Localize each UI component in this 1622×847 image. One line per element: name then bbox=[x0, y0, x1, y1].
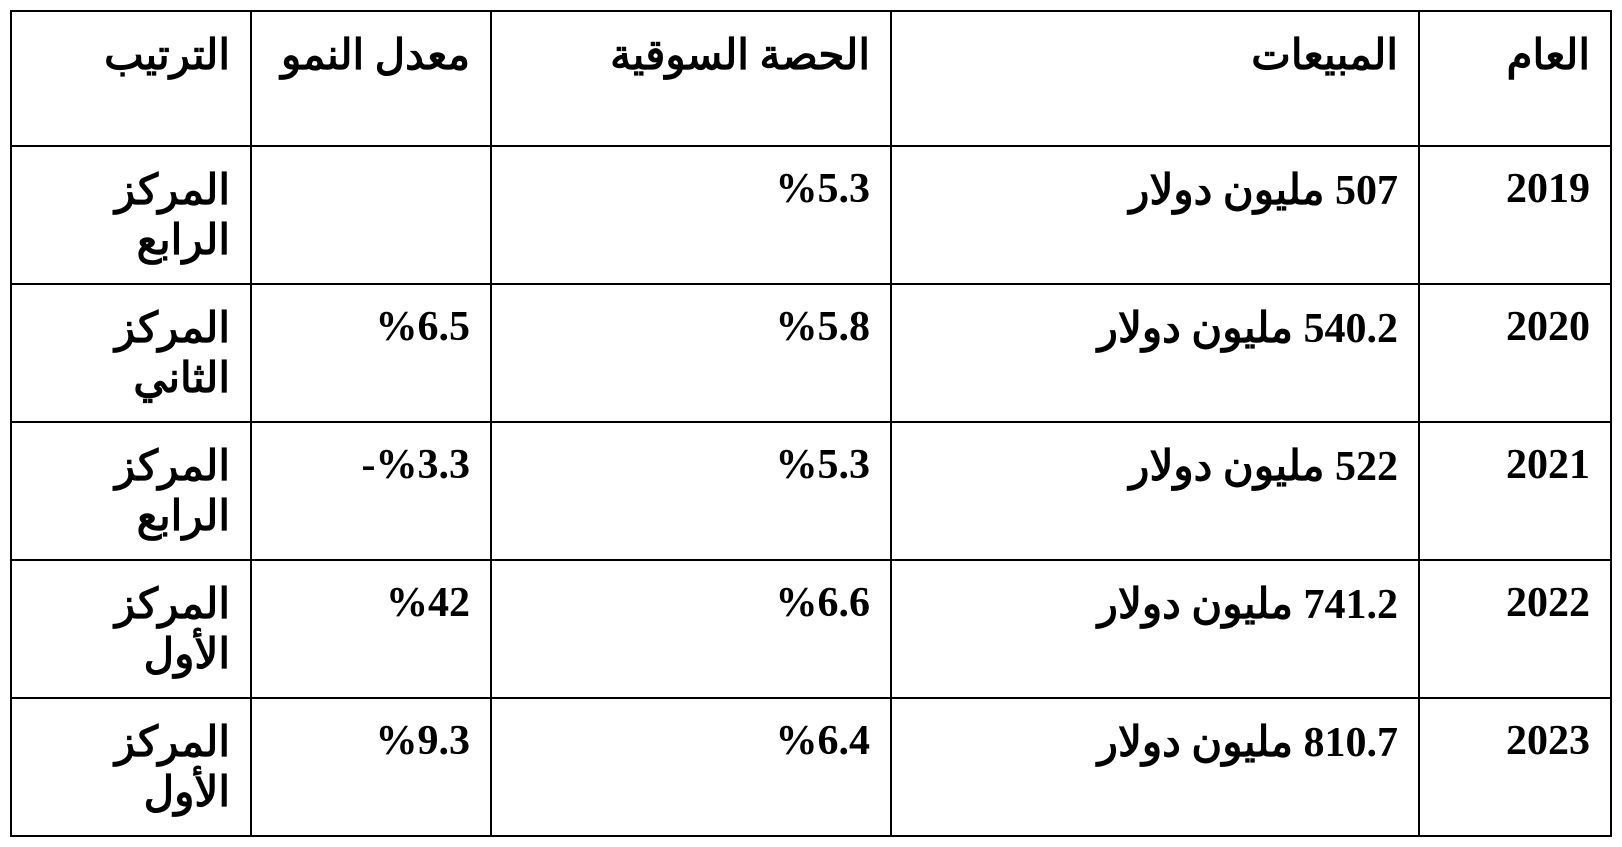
cell-market-share: %5.3 bbox=[491, 422, 891, 560]
header-market-share: الحصة السوقية bbox=[491, 11, 891, 146]
cell-growth-rate bbox=[251, 146, 491, 284]
cell-sales: 810.7 مليون دولار bbox=[891, 698, 1419, 836]
header-growth-rate: معدل النمو bbox=[251, 11, 491, 146]
cell-rank: المركز الثاني bbox=[11, 284, 251, 422]
header-rank: الترتيب bbox=[11, 11, 251, 146]
cell-year: 2021 bbox=[1419, 422, 1611, 560]
cell-market-share: %5.8 bbox=[491, 284, 891, 422]
cell-year: 2022 bbox=[1419, 560, 1611, 698]
cell-market-share: %6.6 bbox=[491, 560, 891, 698]
cell-market-share: %5.3 bbox=[491, 146, 891, 284]
cell-growth-rate: %3.3- bbox=[251, 422, 491, 560]
cell-sales: 540.2 مليون دولار bbox=[891, 284, 1419, 422]
table-row: 2021 522 مليون دولار %5.3 %3.3- المركز ا… bbox=[11, 422, 1611, 560]
table-row: 2020 540.2 مليون دولار %5.8 %6.5 المركز … bbox=[11, 284, 1611, 422]
cell-sales: 522 مليون دولار bbox=[891, 422, 1419, 560]
cell-market-share: %6.4 bbox=[491, 698, 891, 836]
cell-growth-rate: %9.3 bbox=[251, 698, 491, 836]
table-header: العام المبيعات الحصة السوقية معدل النمو … bbox=[11, 11, 1611, 146]
cell-growth-rate: %6.5 bbox=[251, 284, 491, 422]
cell-rank: المركز الرابع bbox=[11, 422, 251, 560]
header-sales: المبيعات bbox=[891, 11, 1419, 146]
header-year: العام bbox=[1419, 11, 1611, 146]
cell-rank: المركز الأول bbox=[11, 698, 251, 836]
table-body: 2019 507 مليون دولار %5.3 المركز الرابع … bbox=[11, 146, 1611, 836]
table-row: 2023 810.7 مليون دولار %6.4 %9.3 المركز … bbox=[11, 698, 1611, 836]
data-table: العام المبيعات الحصة السوقية معدل النمو … bbox=[10, 10, 1612, 837]
cell-year: 2020 bbox=[1419, 284, 1611, 422]
table-row: 2022 741.2 مليون دولار %6.6 %42 المركز ا… bbox=[11, 560, 1611, 698]
cell-growth-rate: %42 bbox=[251, 560, 491, 698]
cell-year: 2019 bbox=[1419, 146, 1611, 284]
cell-rank: المركز الرابع bbox=[11, 146, 251, 284]
cell-sales: 741.2 مليون دولار bbox=[891, 560, 1419, 698]
table-row: 2019 507 مليون دولار %5.3 المركز الرابع bbox=[11, 146, 1611, 284]
cell-rank: المركز الأول bbox=[11, 560, 251, 698]
cell-year: 2023 bbox=[1419, 698, 1611, 836]
cell-sales: 507 مليون دولار bbox=[891, 146, 1419, 284]
header-row: العام المبيعات الحصة السوقية معدل النمو … bbox=[11, 11, 1611, 146]
